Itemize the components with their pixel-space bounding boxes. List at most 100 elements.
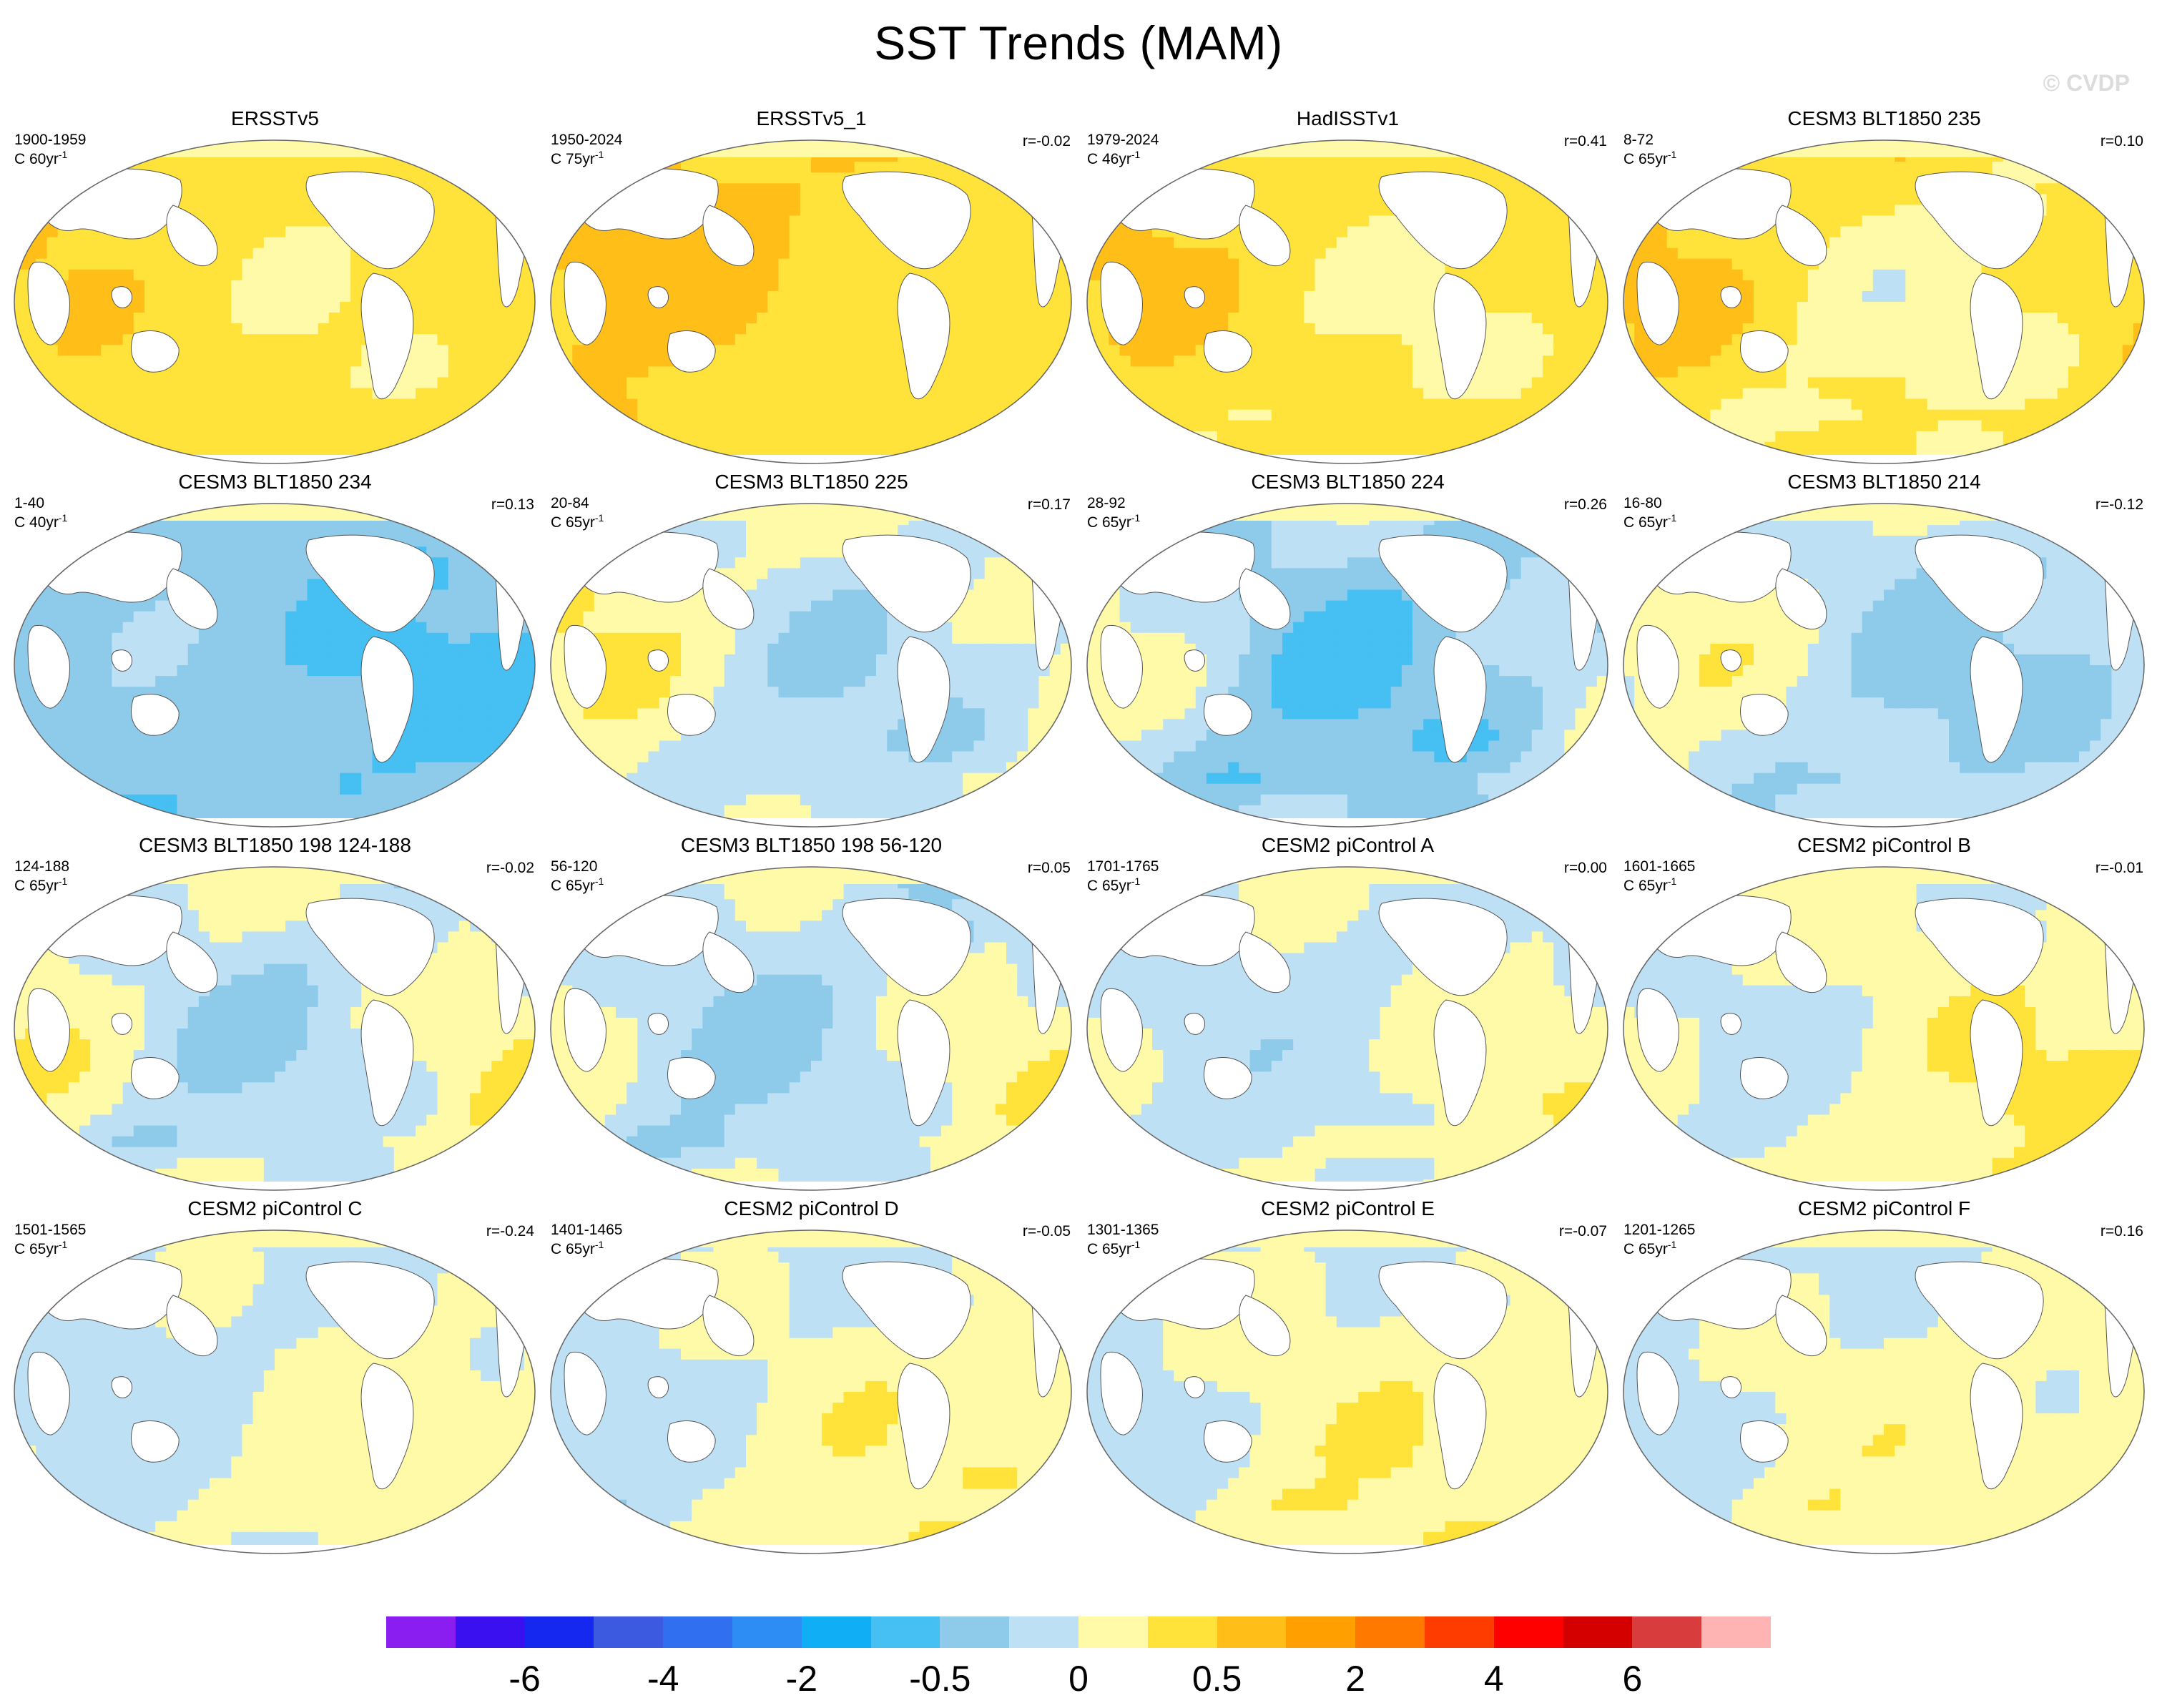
units-exponent: -1 xyxy=(595,875,604,887)
pattern-correlation: r=0.16 xyxy=(2101,1223,2143,1240)
map-panel: CESM3 BLT1850 198 56-120 56-120 C 65yr-1 r=… xyxy=(545,834,1078,1199)
units-exponent: -1 xyxy=(1131,149,1140,160)
colorbar-tick-label: -2 xyxy=(786,1658,817,1699)
map-outline xyxy=(1086,139,1608,464)
antarctica xyxy=(551,1182,1071,1190)
panel-period: 124-188 xyxy=(14,858,69,875)
continent xyxy=(702,568,755,630)
units-prefix: C xyxy=(551,514,566,531)
map-panel: CESM2 piControl F 1201-1265 C 65yr-1 r=0.16 xyxy=(1618,1197,2151,1562)
antarctica xyxy=(1087,455,1608,463)
continent xyxy=(1740,1420,1789,1463)
sst-field xyxy=(551,140,1071,463)
map-outline xyxy=(550,139,1072,464)
sst-field xyxy=(1087,1230,1608,1554)
sst-trend-map xyxy=(550,866,1072,1191)
continent xyxy=(1184,1376,1206,1398)
continent xyxy=(1970,636,2023,763)
continent xyxy=(1915,898,2044,996)
units-prefix: C xyxy=(1087,151,1102,167)
continent xyxy=(564,988,606,1072)
map-outline xyxy=(1086,1230,1608,1554)
panel-title: CESM2 piControl A xyxy=(1081,834,1614,857)
map-outline xyxy=(14,1230,536,1554)
continent xyxy=(111,649,133,672)
map-panel: CESM2 piControl D 1401-1465 C 65yr-1 r=-0.0… xyxy=(545,1197,1078,1562)
sst-field xyxy=(1623,504,2144,827)
panel-units: C 65yr-1 xyxy=(1623,149,1676,168)
panel-units: C 65yr-1 xyxy=(551,512,604,531)
trend-length: 40yr xyxy=(29,514,59,531)
map-outline xyxy=(1086,866,1608,1191)
units-prefix: C xyxy=(14,514,29,531)
sst-trend-map xyxy=(1086,866,1608,1191)
pattern-correlation: r=0.00 xyxy=(1564,860,1607,877)
continent xyxy=(897,636,950,763)
antarctica xyxy=(551,455,1071,463)
panel-period: 1900-1959 xyxy=(14,132,86,149)
continent xyxy=(647,649,669,672)
colorbar-cell xyxy=(1701,1616,1771,1648)
colorbar-cell xyxy=(732,1616,802,1648)
sst-trend-map xyxy=(1623,503,2145,828)
panel-title: ERSSTv5_1 xyxy=(545,107,1078,130)
pattern-correlation: r=0.10 xyxy=(2101,133,2143,150)
continent xyxy=(1720,1013,1742,1035)
continent xyxy=(1239,205,1291,267)
units-exponent: -1 xyxy=(1131,875,1140,887)
panel-units: C 65yr-1 xyxy=(1087,875,1140,895)
continent xyxy=(1775,931,1827,993)
continent xyxy=(1109,1258,1255,1330)
map-panel: ERSSTv5 1900-1959 C 60yr-1 xyxy=(9,107,541,472)
continent xyxy=(360,999,414,1127)
continent xyxy=(360,273,414,400)
continent xyxy=(27,624,70,709)
panel-period: 1501-1565 xyxy=(14,1222,86,1239)
sst-field xyxy=(1623,1230,2144,1554)
continent xyxy=(842,1261,971,1360)
antarctica xyxy=(1623,818,2144,827)
colorbar-cell xyxy=(801,1616,871,1648)
continent xyxy=(166,568,218,630)
continent xyxy=(305,171,435,270)
continent xyxy=(1636,1351,1679,1435)
continent xyxy=(1970,273,2023,400)
continent xyxy=(166,205,218,267)
trend-length: 65yr xyxy=(1638,1241,1668,1257)
colorbar-tick-label: -0.5 xyxy=(909,1658,971,1699)
continent xyxy=(1720,1376,1742,1398)
pattern-correlation: r=-0.12 xyxy=(2095,496,2143,514)
units-prefix: C xyxy=(1087,1241,1102,1257)
continent xyxy=(1109,168,1255,240)
units-exponent: -1 xyxy=(595,149,604,160)
colorbar xyxy=(386,1616,1771,1648)
continent xyxy=(667,1057,716,1099)
sst-trend-map xyxy=(550,503,1072,828)
sst-trend-map xyxy=(1086,139,1608,464)
continent xyxy=(897,1363,950,1490)
panel-title: CESM2 piControl C xyxy=(9,1197,541,1220)
colorbar-cell xyxy=(386,1616,456,1648)
units-prefix: C xyxy=(1623,151,1638,167)
panel-title: CESM2 piControl B xyxy=(1618,834,2151,857)
units-prefix: C xyxy=(14,1241,29,1257)
continent xyxy=(1433,1363,1487,1490)
units-prefix: C xyxy=(14,151,29,167)
continent xyxy=(1645,895,1792,966)
units-prefix: C xyxy=(551,1241,566,1257)
units-exponent: -1 xyxy=(1131,512,1140,524)
colorbar-cell xyxy=(940,1616,1010,1648)
map-panel: CESM2 piControl C 1501-1565 C 65yr-1 r=-0.2… xyxy=(9,1197,541,1562)
sst-field xyxy=(1087,867,1608,1190)
panel-units: C 65yr-1 xyxy=(14,1239,67,1258)
sst-trend-map xyxy=(1623,1230,2145,1554)
continent xyxy=(36,1258,182,1330)
units-exponent: -1 xyxy=(59,1239,67,1250)
continent xyxy=(1645,168,1792,240)
panel-units: C 65yr-1 xyxy=(551,1239,604,1258)
sst-field xyxy=(1087,504,1608,827)
colorbar-tick-label: 6 xyxy=(1622,1658,1642,1699)
continent xyxy=(111,1013,133,1035)
continent xyxy=(1378,898,1508,996)
antarctica xyxy=(1623,1545,2144,1554)
